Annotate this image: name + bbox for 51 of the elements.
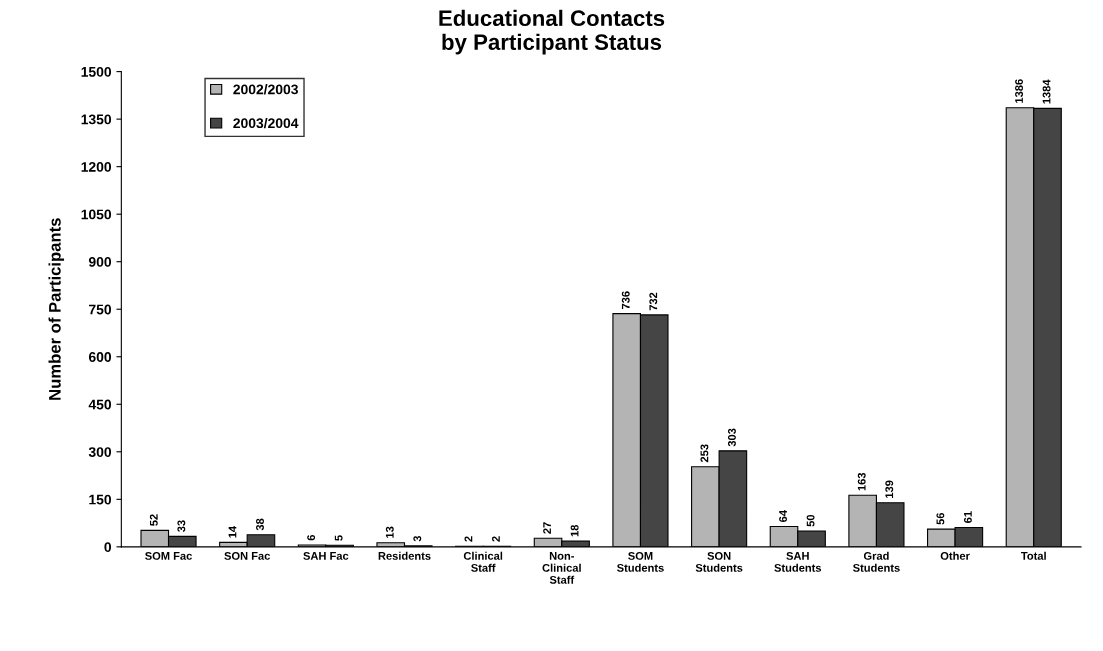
- data-label: 18: [570, 524, 579, 537]
- x-tick-label: SON Students: [695, 551, 743, 572]
- x-tick-label: SON Fac: [224, 551, 271, 560]
- y-tick-label: 300: [88, 447, 112, 457]
- data-label: 3: [413, 535, 422, 542]
- y-tick-label: 1350: [81, 114, 112, 125]
- data-label: 163: [857, 472, 866, 491]
- y-tick-label: 1050: [81, 209, 112, 220]
- data-label: 732: [649, 292, 658, 311]
- y-tick-label: 750: [89, 304, 112, 315]
- data-label: 64: [779, 510, 787, 522]
- data-label: 303: [728, 428, 736, 447]
- x-tick-label: SOM Students: [617, 551, 664, 572]
- x-tick-label: SOM Fac: [145, 551, 192, 560]
- x-tick-label: Clinical Staff: [463, 551, 503, 572]
- data-label: 13: [385, 526, 394, 538]
- data-label: 2: [492, 536, 500, 542]
- y-tick-label: 450: [88, 399, 112, 410]
- x-tick-label: Total: [1021, 551, 1046, 560]
- data-label: 61: [963, 511, 972, 523]
- legend-label: 2003/2004: [233, 117, 299, 129]
- data-label: 14: [228, 525, 237, 538]
- data-label: 52: [149, 514, 158, 526]
- y-tick-label: 1200: [81, 161, 112, 172]
- x-tick-label: Other: [940, 551, 970, 560]
- data-label: 6: [307, 534, 316, 541]
- x-tick-label: SAH Students: [774, 551, 822, 572]
- data-label: 253: [700, 444, 709, 463]
- data-label: 56: [936, 512, 945, 525]
- y-tick-label: 150: [89, 494, 112, 505]
- y-tick-label: 1500: [81, 66, 112, 77]
- x-tick-label: Residents: [378, 551, 431, 560]
- data-label: 27: [543, 522, 551, 534]
- y-tick-label: 900: [88, 257, 112, 267]
- data-label: 33: [177, 520, 186, 532]
- x-tick-label: Non- Clinical Staff: [542, 552, 581, 584]
- data-label: 139: [885, 480, 894, 498]
- y-tick-label: 0: [104, 542, 112, 553]
- data-label: 2: [464, 536, 473, 542]
- x-tick-label: SAH Fac: [303, 551, 349, 560]
- x-tick-label: Grad Students: [852, 551, 900, 572]
- y-tick-label: 600: [88, 352, 112, 362]
- data-label: 50: [806, 514, 815, 527]
- data-label: 1386: [1015, 79, 1023, 103]
- chart-title: Educational Contacts by Participant Status: [439, 9, 665, 55]
- data-label: 736: [621, 291, 630, 310]
- data-label: 1384: [1042, 79, 1051, 104]
- y-axis-title: Number of Participants: [48, 218, 65, 400]
- data-label: 38: [256, 518, 264, 531]
- legend-label: 2002/2003: [233, 84, 298, 95]
- data-label: 5: [334, 535, 343, 541]
